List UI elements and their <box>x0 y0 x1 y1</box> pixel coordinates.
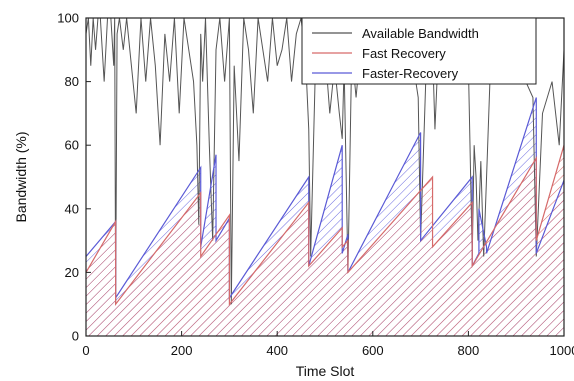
y-tick-label: 60 <box>65 138 79 153</box>
fast-recovery-line <box>86 145 564 306</box>
x-axis-title: Time Slot <box>296 363 355 379</box>
y-tick-label: 100 <box>57 11 79 26</box>
legend-label-fast: Fast Recovery <box>362 46 446 61</box>
x-tick-label: 800 <box>458 343 480 358</box>
x-tick-label: 600 <box>362 343 384 358</box>
legend-label-available: Available Bandwidth <box>362 26 479 41</box>
legend: Available Bandwidth Fast Recovery Faster… <box>301 17 537 85</box>
legend-label-faster: Faster-Recovery <box>362 66 459 81</box>
y-tick-label: 0 <box>72 329 79 344</box>
y-tick-label: 20 <box>65 265 79 280</box>
y-tick-label: 40 <box>65 201 79 216</box>
x-tick-label: 400 <box>266 343 288 358</box>
available-bandwidth-line <box>86 18 564 305</box>
fast-recovery-area <box>86 145 564 336</box>
y-axis-title: Bandwidth (%) <box>13 131 29 222</box>
x-tick-label: 200 <box>171 343 193 358</box>
y-axis: 0 20 40 60 80 100 <box>57 11 91 344</box>
x-tick-label: 0 <box>82 343 89 358</box>
y-tick-label: 80 <box>65 74 79 89</box>
